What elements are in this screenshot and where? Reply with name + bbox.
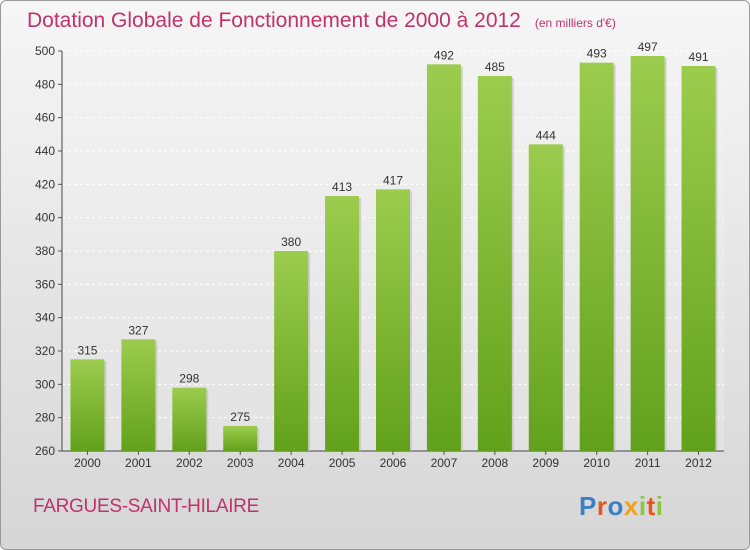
bar-value-label: 298 bbox=[179, 372, 199, 386]
bar-value-label: 275 bbox=[230, 410, 250, 424]
chart-title-text: Dotation Globale de Fonctionnement de 20… bbox=[27, 9, 521, 32]
bar-2009 bbox=[528, 144, 563, 452]
bar-2008 bbox=[477, 76, 512, 451]
x-tick-label: 2001 bbox=[125, 456, 152, 470]
logo-letter: r bbox=[596, 491, 608, 521]
y-tick-label: 380 bbox=[35, 244, 55, 258]
chart-subtitle: (en milliers d'€) bbox=[534, 16, 616, 30]
y-tick-label: 300 bbox=[35, 377, 55, 391]
y-tick-label: 360 bbox=[35, 277, 55, 291]
y-tick-label: 280 bbox=[35, 411, 55, 425]
commune-name: FARGUES-SAINT-HILAIRE bbox=[33, 496, 259, 517]
x-tick-label: 2006 bbox=[380, 456, 407, 470]
x-tick-label: 2012 bbox=[685, 456, 712, 470]
y-tick-label: 340 bbox=[35, 311, 55, 325]
bar-2001 bbox=[121, 339, 156, 451]
x-tick-label: 2005 bbox=[329, 456, 356, 470]
x-tick-label: 2007 bbox=[431, 456, 458, 470]
bar-value-label: 491 bbox=[689, 50, 709, 64]
y-tick-label: 440 bbox=[35, 144, 55, 158]
x-tick-label: 2003 bbox=[227, 456, 254, 470]
bar-value-label: 315 bbox=[77, 343, 97, 357]
y-tick-label: 400 bbox=[35, 211, 55, 225]
y-tick-label: 260 bbox=[35, 444, 55, 458]
bar-value-label: 485 bbox=[485, 60, 505, 74]
bar-2010 bbox=[579, 62, 614, 452]
logo-letter: i bbox=[655, 491, 664, 521]
bar-value-label: 413 bbox=[332, 180, 352, 194]
bar-2012 bbox=[681, 66, 716, 451]
x-tick-label: 2004 bbox=[278, 456, 305, 470]
bar-2000 bbox=[70, 359, 105, 451]
proxiti-logo: Proxiti bbox=[579, 491, 663, 522]
y-tick-label: 420 bbox=[35, 177, 55, 191]
plot-area: 260 280 300 320 340 360 380 400 420 440 460 480 500 3… bbox=[35, 40, 724, 470]
bar-value-label: 493 bbox=[587, 47, 607, 61]
bar-2007 bbox=[426, 64, 461, 452]
bar-value-label: 444 bbox=[536, 128, 556, 142]
logo-letter: o bbox=[607, 491, 624, 521]
bar-value-label: 417 bbox=[383, 173, 403, 187]
logo-letter: x bbox=[623, 491, 639, 521]
chart-title: Dotation Globale de Fonctionnement de 20… bbox=[27, 9, 616, 33]
bar-value-label: 380 bbox=[281, 235, 301, 249]
logo-letter: i bbox=[638, 491, 647, 521]
bar-2002 bbox=[172, 387, 207, 451]
bar-value-label: 492 bbox=[434, 48, 454, 62]
bar-value-label: 497 bbox=[638, 40, 658, 54]
logo-letter: P bbox=[579, 491, 597, 521]
bar-value-label: 327 bbox=[128, 323, 148, 337]
y-tick-label: 460 bbox=[35, 111, 55, 125]
bar-2003 bbox=[223, 426, 258, 451]
y-tick-label: 320 bbox=[35, 344, 55, 358]
x-tick-label: 2002 bbox=[176, 456, 203, 470]
bar-2004 bbox=[274, 251, 309, 451]
x-tick-label: 2000 bbox=[74, 456, 101, 470]
x-tick-label: 2010 bbox=[583, 456, 610, 470]
x-tick-label: 2009 bbox=[532, 456, 559, 470]
bar-2011 bbox=[630, 56, 665, 451]
bar-2006 bbox=[376, 189, 410, 452]
y-tick-label: 500 bbox=[35, 44, 55, 58]
logo-letter: t bbox=[646, 491, 656, 521]
x-tick-label: 2011 bbox=[635, 456, 661, 470]
bar-2005 bbox=[325, 196, 360, 451]
x-tick-label: 2008 bbox=[481, 456, 508, 470]
y-tick-label: 480 bbox=[35, 77, 55, 91]
